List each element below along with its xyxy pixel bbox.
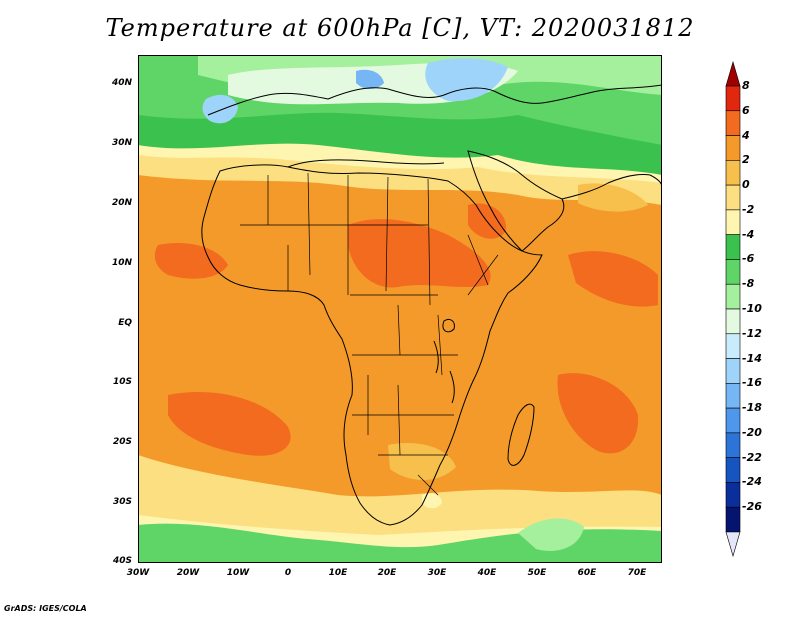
lat-label: 20N (111, 198, 132, 208)
warm-patch-sahel (348, 219, 491, 288)
colorbar-swatch (725, 383, 741, 409)
lat-label: 10N (111, 258, 132, 268)
colorbar-label: -18 (742, 401, 762, 415)
warm-patch-west (154, 243, 228, 279)
warm-patch-south-atlantic (168, 391, 291, 456)
colorbar-label: 4 (742, 128, 750, 142)
colorbar-swatch (725, 432, 741, 458)
colorbar-label: -14 (742, 351, 762, 365)
lat-label: 10S (112, 377, 132, 387)
blue-pool-turkey (425, 58, 508, 102)
lake-tanganyika (433, 340, 439, 374)
lon-label: 70E (627, 568, 647, 578)
colorbar-label: -22 (742, 450, 762, 464)
lat-label: 40N (111, 78, 132, 88)
lon-label: 0 (284, 568, 292, 578)
pale-green-south (518, 518, 584, 551)
colorbar-label: -26 (742, 500, 762, 514)
colorbar-swatch (725, 506, 741, 533)
colorbar-swatch (725, 209, 741, 235)
lat-label: 40S (112, 556, 132, 566)
lon-label: 10E (328, 568, 348, 578)
arabia-coastline (467, 150, 565, 252)
colorbar-swatch (725, 184, 741, 211)
lon-label: 20W (176, 568, 200, 578)
colorbar-swatch (725, 160, 741, 186)
colorbar-swatch (725, 110, 741, 136)
lon-label: 40E (477, 568, 497, 578)
colorbar-swatch (725, 407, 741, 434)
colorbar-label: -12 (742, 326, 762, 340)
colorbar-top-triangle (725, 60, 741, 87)
colorbar-swatch (725, 482, 741, 508)
cold-spot-south-africa (422, 493, 442, 509)
map-title: Temperature at 600hPa [C], VT: 202003181… (105, 14, 695, 42)
colorbar-label: -6 (742, 252, 755, 266)
blue-pool-central (356, 69, 384, 89)
colorbar-swatch (725, 358, 741, 384)
colorbar-swatch (725, 259, 741, 285)
colorbar-label: -4 (742, 227, 755, 241)
colorbar-label: -20 (742, 425, 762, 439)
colorbar-label: -16 (742, 376, 762, 390)
med-south-coast (287, 159, 445, 168)
colorbar-swatch (725, 333, 741, 359)
lon-label: 20E (377, 568, 397, 578)
colorbar-label: 2 (742, 153, 750, 167)
lon-label: 10W (226, 568, 250, 578)
colorbar-swatch (725, 135, 741, 161)
lon-label: 30W (126, 568, 150, 578)
warm-patch-arabia (568, 251, 658, 307)
temperature-map (138, 55, 662, 563)
lon-label: 60E (577, 568, 597, 578)
lighter-patch-east (578, 183, 648, 212)
colorbar-swatch (725, 85, 741, 112)
colorbar-label: 6 (742, 103, 750, 117)
lat-label: 30N (111, 138, 132, 148)
lat-label: 20S (112, 437, 132, 447)
lake-victoria (442, 318, 455, 333)
colorbar-label: -8 (742, 277, 755, 291)
colorbar-swatch (725, 308, 741, 335)
lighter-patch-southafrica (388, 443, 456, 480)
lat-label: EQ (118, 318, 132, 328)
colorbar-label: -2 (742, 202, 755, 216)
lon-label: 50E (527, 568, 547, 578)
madagascar-coastline (507, 403, 535, 466)
blue-pool-iberia (202, 94, 238, 124)
colorbar-bottom-triangle (725, 531, 741, 558)
asia-coastline (561, 174, 662, 200)
warm-patch-indian (557, 373, 639, 454)
colorbar-label: 0 (742, 178, 750, 192)
colorbar-swatch (725, 283, 741, 310)
colorbar-swatch (725, 234, 741, 260)
lake-malawi (449, 370, 455, 404)
colorbar-label: -24 (742, 475, 762, 489)
colorbar-label: 8 (742, 79, 750, 92)
colorbar (725, 60, 741, 558)
country-borders (240, 172, 499, 496)
footer-credit: GrADS: IGES/COLA (4, 604, 87, 613)
lat-label: 30S (112, 497, 132, 507)
europe-coastline (207, 84, 662, 116)
lon-label: 30E (427, 568, 447, 578)
colorbar-label: -10 (742, 302, 762, 315)
colorbar-swatch (725, 457, 741, 483)
